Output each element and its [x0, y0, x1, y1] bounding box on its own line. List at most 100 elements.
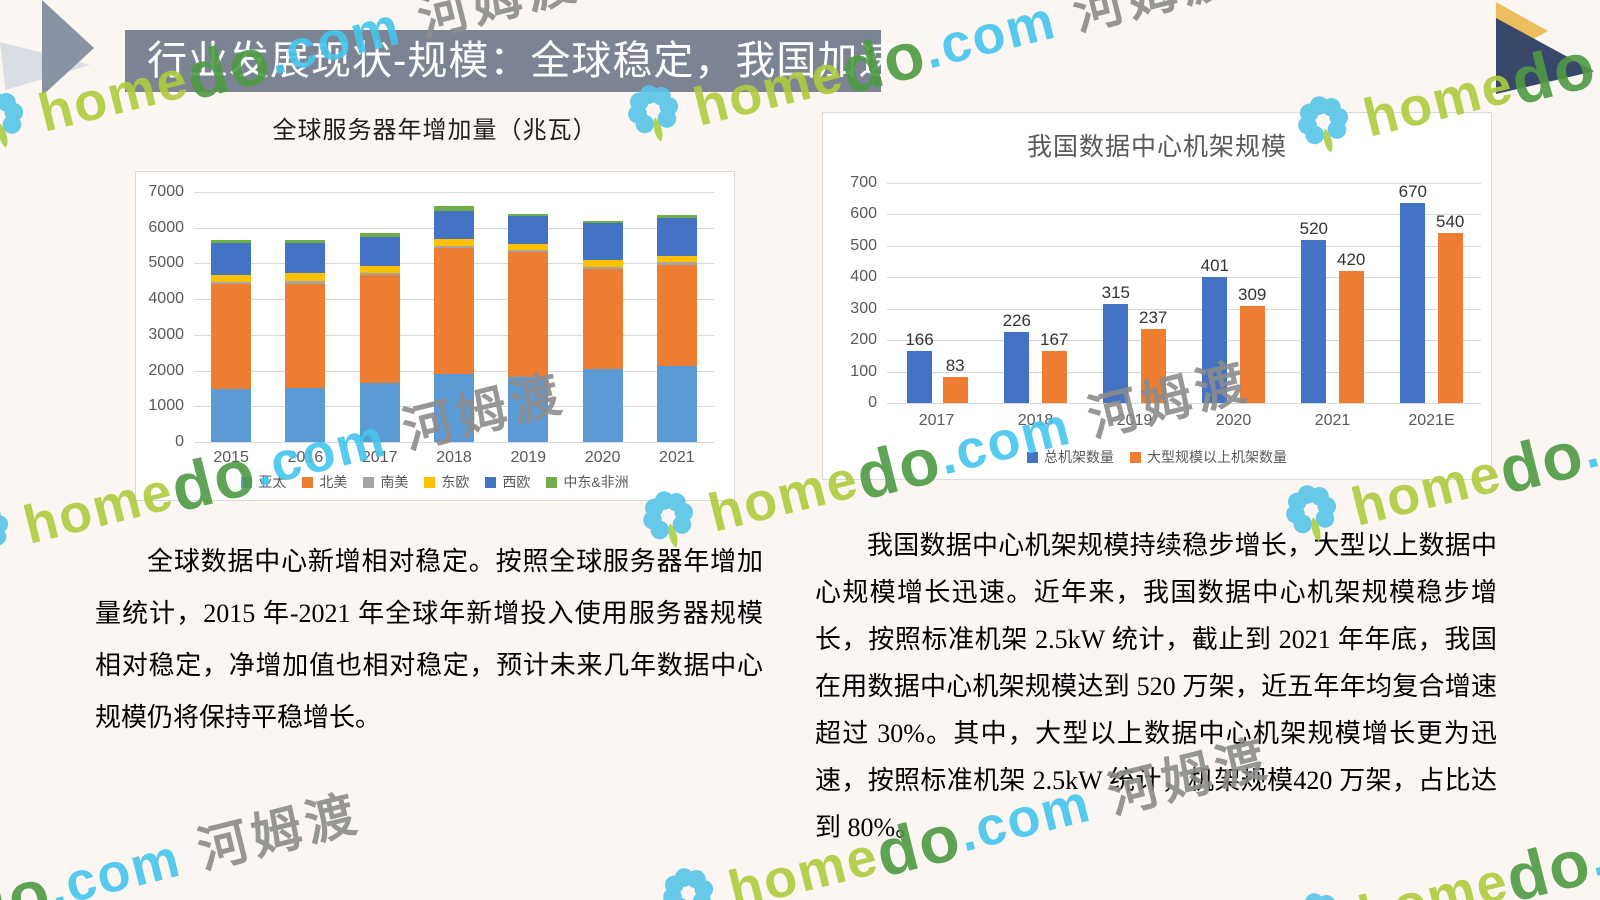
corner-arrow-top-left-dark: [42, 0, 94, 96]
bar-segment-南美: [582, 266, 623, 270]
bar-column: [640, 192, 714, 442]
legend-item: 中东&非洲: [546, 472, 629, 492]
chart-legend: 总机架数量 大型规模以上机架数量: [823, 447, 1491, 467]
legend-swatch: [241, 476, 253, 488]
bar-segment-亚太: [211, 389, 252, 442]
y-axis-tick-label: 700: [850, 174, 877, 191]
bar-column: [565, 192, 639, 442]
bar-大型规模以上机架数量: [1338, 271, 1364, 403]
watermark-do-text: do: [0, 852, 59, 900]
bar-segment-南美: [656, 262, 697, 265]
legend-swatch: [1027, 451, 1038, 463]
bar-value-label: 420: [1337, 250, 1366, 269]
homedo-flower-logo-icon: [0, 492, 33, 578]
bar-segment-西欧: [211, 243, 252, 275]
bar-segment-亚太: [359, 383, 400, 442]
bar-总机架数量: [907, 350, 932, 403]
x-axis-tick-label: 2017: [918, 412, 955, 429]
bar-segment-西欧: [508, 216, 549, 244]
bar-总机架数量: [1400, 203, 1426, 403]
bar-group: 226 167: [986, 183, 1085, 403]
chart-title: 我国数据中心机架规模: [1026, 133, 1287, 161]
x-axis-tick-label: 2020: [1215, 412, 1252, 429]
grid-line: [887, 371, 1481, 373]
legend-swatch: [485, 476, 497, 488]
watermark-do-text: do: [1491, 414, 1592, 508]
left-chart-title: 全球服务器年增加量（兆瓦）: [272, 117, 598, 144]
bar-segment-亚太: [656, 365, 697, 442]
bar-segment-亚太: [433, 374, 474, 442]
bar-segment-东欧: [508, 243, 549, 250]
y-axis-tick-label: 7000: [148, 183, 184, 200]
bar-segment-中东&非洲: [508, 213, 549, 217]
bar-segment-北美: [211, 284, 252, 390]
y-axis-tick-label: 500: [850, 236, 877, 254]
watermark-com-text: .com: [42, 827, 187, 900]
bar-group: 670 540: [1382, 183, 1481, 403]
bar-总机架数量: [1103, 304, 1129, 403]
legend-item: 亚太: [241, 472, 286, 492]
bar-segment-东欧: [656, 256, 697, 263]
legend-item: 东欧: [424, 472, 469, 492]
homedo-flower-logo-icon: [1281, 882, 1368, 900]
bar-segment-南美: [359, 273, 400, 276]
y-axis-tick-label: 6000: [148, 218, 184, 236]
bar-value-label: 166: [905, 329, 934, 349]
grid-line: [887, 214, 1481, 216]
homedo-flower-logo-icon: [651, 857, 738, 900]
left-paragraph: 全球数据中心新增相对稳定。按照全球服务器年增加量统计，2015 年-2021 年…: [95, 547, 763, 732]
bar-column: 226 167: [986, 183, 1085, 403]
watermark-com-text: .com: [1587, 0, 1600, 91]
legend-item: 南美: [363, 472, 408, 492]
bar-value-label: 237: [1139, 307, 1168, 327]
slide-title-banner: 行业发展现状-规模：全球稳定，我国加速: [125, 30, 898, 92]
y-axis-tick-label: 1000: [148, 397, 184, 415]
bar-with-label: 520: [1300, 183, 1328, 403]
y-axis-tick-label: 0: [175, 433, 184, 450]
grid-line: [887, 245, 1481, 247]
watermark-com-text: .com: [917, 0, 1062, 80]
bar-with-label: 401: [1201, 183, 1229, 403]
bar-group: 315 237: [1085, 183, 1184, 403]
bar-group: 401 309: [1184, 183, 1283, 403]
x-axis-tick-label: 2016: [287, 449, 324, 466]
bar-segment-北美: [508, 252, 549, 377]
bar-segment-中东&非洲: [656, 214, 697, 219]
watermark-chinese-text: 河姆渡: [192, 784, 366, 879]
bar-segment-东欧: [359, 265, 400, 274]
x-axis-tick-label: 2021E: [1408, 412, 1455, 429]
legend-label: 总机架数量: [1044, 449, 1114, 465]
bar-with-label: 309: [1238, 183, 1266, 403]
x-axis-tick-label: 2015: [213, 449, 249, 466]
bar-segment-中东&非洲: [211, 240, 252, 244]
legend-label: 南美: [380, 474, 409, 490]
bar-segment-西欧: [433, 210, 474, 240]
bar-segment-北美: [359, 275, 400, 384]
bar-column: [417, 192, 491, 442]
grid-line: [887, 277, 1481, 279]
bar-segment-西欧: [582, 223, 623, 260]
watermark-do-text: do: [1498, 822, 1599, 900]
bar-value-label: 401: [1200, 255, 1229, 275]
bar-value-label: 83: [945, 355, 965, 375]
grid-line: [194, 192, 714, 193]
bar-segment-亚太: [582, 369, 623, 442]
grid-line: [194, 442, 714, 443]
bar-segment-南美: [508, 249, 549, 253]
y-axis-tick-label: 400: [850, 268, 877, 286]
bar-大型规模以上机架数量: [1041, 350, 1067, 403]
bar-segment-中东&非洲: [433, 205, 474, 211]
bar-with-label: 237: [1139, 183, 1167, 403]
bar-segment-东欧: [433, 239, 474, 247]
bar-value-label: 670: [1398, 182, 1427, 201]
bar-segment-东欧: [285, 273, 326, 281]
y-axis-tick-label: 2000: [148, 361, 184, 379]
homedo-flower-logo-icon: [0, 80, 48, 166]
bar-segment-亚太: [508, 376, 549, 442]
y-axis-tick-label: 5000: [148, 254, 184, 272]
legend-label: 北美: [319, 474, 348, 490]
grid-line: [887, 403, 1481, 404]
legend-label: 亚太: [258, 474, 287, 490]
y-axis-tick-label: 4000: [148, 290, 184, 308]
